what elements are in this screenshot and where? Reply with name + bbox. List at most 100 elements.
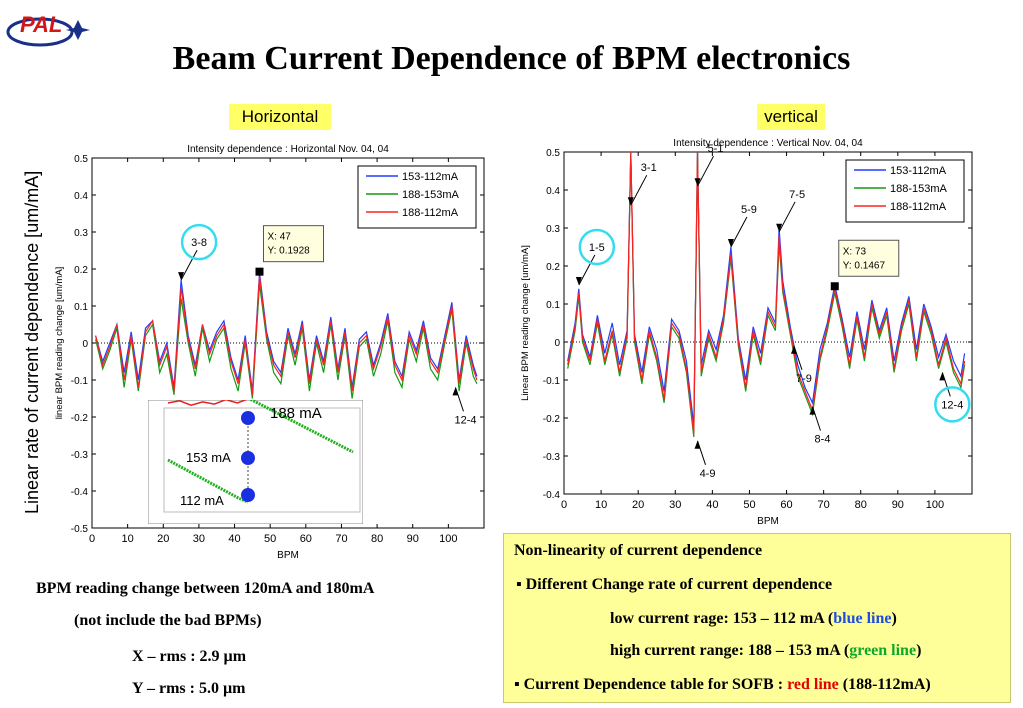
summary-line-2: (not include the bad BPMs) (74, 612, 262, 629)
y-tick-label: -0.1 (71, 376, 89, 387)
y-tick-label: 0.2 (546, 262, 560, 273)
annotation-arrowhead (727, 239, 734, 247)
annotation-arrowhead (809, 406, 816, 415)
annotation-arrow (697, 155, 714, 187)
annotation-arrowhead (694, 178, 701, 187)
datatip-x: X: 73 (843, 246, 867, 257)
x-tick-label: 80 (855, 499, 867, 511)
summary-line-1: BPM reading change between 120mA and 180… (36, 580, 375, 597)
pal-logo: PAL (6, 12, 90, 47)
datatip-y: Y: 0.1467 (843, 260, 886, 271)
vertical-chart: Intensity dependence : Vertical Nov. 04,… (520, 138, 973, 527)
y-tick-label: 0 (82, 339, 88, 350)
annotation-arrowhead (452, 387, 459, 396)
y-tick-label: -0.2 (71, 413, 89, 424)
annotation-arrow (778, 201, 796, 233)
annotation-arrow (730, 216, 748, 248)
annotation-label: 1-5 (589, 242, 605, 254)
notes-bullet-2: ▪ Current Dependence table for SOFB : re… (514, 676, 931, 694)
x-axis-label: BPM (277, 550, 299, 561)
vertical-label: vertical (757, 104, 825, 130)
legend-label-2: 188-153mA (402, 189, 460, 201)
y-tick-label: -0.4 (71, 487, 89, 498)
annotation-arrow (578, 254, 596, 286)
y-tick-label: 0.3 (74, 228, 88, 239)
x-tick-label: 90 (892, 499, 904, 511)
inset-green-upper (248, 400, 354, 454)
datatip-box (838, 239, 900, 277)
notes-low-range: low current rage: 153 – 112 mA (blue lin… (610, 610, 897, 628)
summary-y-rms: Y – rms : 5.0 µm (132, 680, 246, 697)
x-tick-label: 0 (561, 499, 567, 511)
x-tick-label: 100 (439, 533, 457, 545)
y-tick-label: 0.4 (546, 186, 560, 197)
x-axis-label: BPM (757, 516, 779, 527)
y-tick-label: 0.5 (74, 154, 88, 165)
datatip-box (262, 225, 324, 263)
legend-label-3: 188-112mA (402, 207, 459, 219)
y-axis-label: linear BPM reading change [um/mA] (54, 267, 65, 420)
annotation-label: 12-4 (454, 414, 476, 426)
x-tick-label: 50 (264, 533, 276, 545)
notes-bullet-1: ▪ Different Change rate of current depen… (516, 576, 833, 593)
notes-high-range: high current range: 188 – 153 mA (green … (610, 642, 921, 660)
annotation-label: 4-9 (700, 468, 716, 480)
annotation-label: 5-1 (708, 143, 724, 155)
summary-x-rms: X – rms : 2.9 µm (132, 648, 247, 665)
notes-low-color: blue line (833, 610, 892, 627)
annotation-arrowhead (575, 277, 582, 285)
y-tick-label: -0.3 (71, 450, 89, 461)
y-tick-label: -0.3 (543, 452, 561, 463)
y-tick-label: 0.3 (546, 224, 560, 235)
chart-title: Intensity dependence : Horizontal Nov. 0… (187, 144, 389, 155)
y-tick-label: 0.2 (74, 265, 88, 276)
datatip-marker (255, 267, 264, 276)
inset-red-trace (167, 400, 248, 406)
series-line-3 (567, 151, 966, 434)
notes-high-prefix: high current range: 188 – 153 mA ( (610, 642, 850, 659)
legend-label-1: 153-112mA (402, 171, 459, 183)
legend-label-1: 153-112mA (890, 165, 947, 177)
datatip-marker (830, 282, 839, 291)
inset-dot-188 (241, 411, 255, 425)
annotation-arrow (630, 174, 648, 206)
y-tick-label: -0.5 (71, 524, 89, 535)
outer-y-axis-label: Linear rate of current dependence [um/mA… (22, 170, 42, 514)
x-tick-label: 20 (157, 533, 169, 545)
y-tick-label: -0.4 (543, 490, 561, 501)
annotation-label: 3-1 (641, 162, 657, 174)
x-tick-label: 20 (632, 499, 644, 511)
annotation-arrowhead (790, 345, 797, 354)
inset-green-lower (167, 458, 249, 504)
annotation-label: 5-9 (741, 204, 757, 216)
x-tick-label: 70 (335, 533, 347, 545)
page-title: Beam Current Dependence of BPM electroni… (172, 40, 851, 77)
legend-label-2: 188-153mA (890, 183, 948, 195)
x-tick-label: 50 (743, 499, 755, 511)
annotation-label: 7-9 (796, 373, 812, 385)
x-tick-label: 10 (595, 499, 607, 511)
x-tick-label: 10 (122, 533, 134, 545)
x-tick-label: 100 (926, 499, 944, 511)
x-tick-label: 40 (228, 533, 240, 545)
y-tick-label: 0.1 (74, 302, 88, 313)
annotation-label: 3-8 (191, 237, 207, 249)
inset-frame (148, 400, 363, 524)
x-tick-label: 30 (669, 499, 681, 511)
annotation-label: 8-4 (815, 434, 831, 446)
current-inset-plot: 188 mA 153 mA 112 mA (148, 400, 363, 524)
notes-low-prefix: low current rage: 153 – 112 mA ( (610, 610, 834, 627)
notes-high-color: green line (849, 642, 917, 659)
x-tick-label: 30 (193, 533, 205, 545)
logo-orbit (6, 17, 74, 47)
highlight-circle (934, 386, 971, 423)
inset-label-188: 188 mA (270, 405, 322, 422)
annotation-arrowhead (694, 440, 701, 449)
annotation-arrowhead (627, 197, 634, 206)
y-tick-label: 0.4 (74, 191, 88, 202)
y-tick-label: 0.1 (546, 300, 560, 311)
annotation-label: 7-5 (789, 189, 805, 201)
logo-text: PAL (20, 12, 62, 37)
notes-bullet2-suffix: (188-112mA) (838, 676, 931, 693)
logo-star-icon (66, 20, 90, 40)
